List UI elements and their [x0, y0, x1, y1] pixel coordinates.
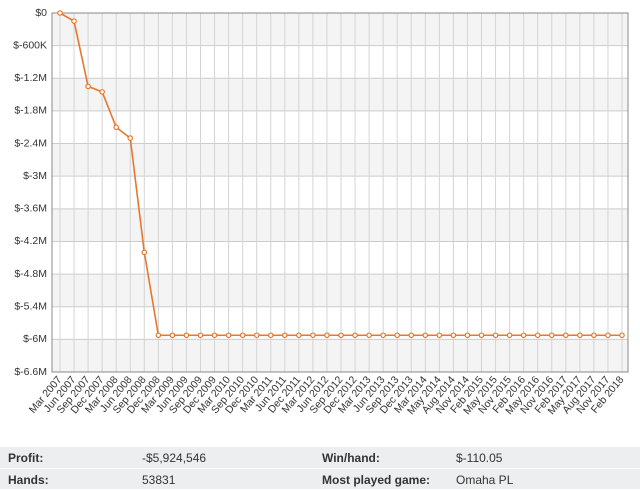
- stat-label: Win/hand:: [322, 451, 380, 465]
- plot-border: [51, 12, 629, 373]
- data-point: [281, 332, 288, 339]
- data-point: [394, 332, 401, 339]
- data-point: [591, 332, 597, 339]
- data-point: [183, 332, 190, 339]
- data-point: [464, 332, 471, 339]
- chart: $0 $-600K $-1.2M $-1.8M $-2.4M $-3M $-3.6M $-4.…: [13, 7, 629, 417]
- y-tick-label: $-3.6M: [14, 203, 47, 215]
- plot-stripe: [52, 208, 628, 242]
- data-point: [197, 332, 204, 339]
- data-point: [99, 89, 105, 95]
- data-point: [422, 332, 429, 339]
- data-point: [324, 332, 330, 339]
- stat-label: Most played game:: [322, 473, 431, 487]
- data-point: [71, 18, 77, 24]
- data-point: [113, 124, 120, 131]
- data-point: [436, 332, 443, 339]
- data-point: [169, 332, 176, 339]
- y-tick-label: $-4.8M: [14, 268, 47, 280]
- data-point: [478, 332, 485, 339]
- plot-background: [52, 13, 628, 372]
- stats-row: Hands: 53831 Most played game: Omaha PL: [0, 469, 640, 490]
- data-point: [380, 332, 386, 339]
- data-point: [619, 332, 625, 339]
- data-point: [211, 332, 218, 339]
- data-point: [366, 332, 372, 339]
- stat-value: -$5,924,546: [142, 451, 207, 465]
- data-point: [127, 135, 134, 141]
- data-point: [155, 332, 162, 339]
- stat-value: Omaha PL: [456, 473, 514, 487]
- plot-stripe: [52, 13, 628, 46]
- data-point: [352, 332, 358, 339]
- data-point: [562, 332, 569, 339]
- y-tick-label: $-6.6M: [14, 366, 47, 378]
- stats-row: Profit: -$5,924,546 Win/hand: $-110.05: [0, 447, 640, 469]
- data-point: [534, 332, 541, 339]
- y-tick-label: $-3M: [23, 170, 47, 182]
- y-tick-label: $-4.2M: [14, 235, 47, 247]
- plot-stripe: [52, 78, 628, 111]
- data-point: [605, 332, 611, 339]
- data-point: [520, 332, 527, 339]
- plot-stripe: [52, 339, 628, 372]
- data-point: [338, 332, 344, 339]
- y-tick-label: $-6M: [23, 333, 47, 345]
- y-tick-label: $-1.2M: [14, 72, 47, 84]
- data-point: [408, 332, 415, 339]
- data-point: [577, 332, 583, 339]
- stat-label: Hands:: [8, 473, 49, 487]
- data-point: [296, 332, 302, 339]
- stat-label: Profit:: [8, 451, 44, 465]
- data-point: [492, 332, 499, 339]
- stats-panel: Profit: -$5,924,546 Win/hand: $-110.05 H…: [0, 447, 640, 489]
- data-point: [310, 332, 316, 339]
- stat-value: 53831: [142, 473, 176, 487]
- y-tick-label: $-1.8M: [14, 105, 47, 117]
- y-tick-label: $-600K: [13, 39, 47, 51]
- data-point: [225, 332, 232, 339]
- data-point: [506, 332, 513, 339]
- data-point: [85, 83, 91, 90]
- y-tick-label: $-5.4M: [14, 301, 47, 313]
- plot-stripe: [52, 274, 628, 307]
- data-point: [450, 332, 457, 339]
- data-point: [141, 249, 148, 256]
- data-point: [57, 10, 63, 16]
- plot-stripe: [52, 143, 628, 177]
- data-point: [239, 332, 246, 339]
- data-point: [548, 332, 555, 339]
- y-tick-label: $-2.4M: [14, 137, 47, 149]
- stat-value: $-110.05: [456, 451, 503, 465]
- y-tick-label: $0: [35, 7, 47, 19]
- data-point: [267, 332, 274, 339]
- data-point: [253, 332, 260, 339]
